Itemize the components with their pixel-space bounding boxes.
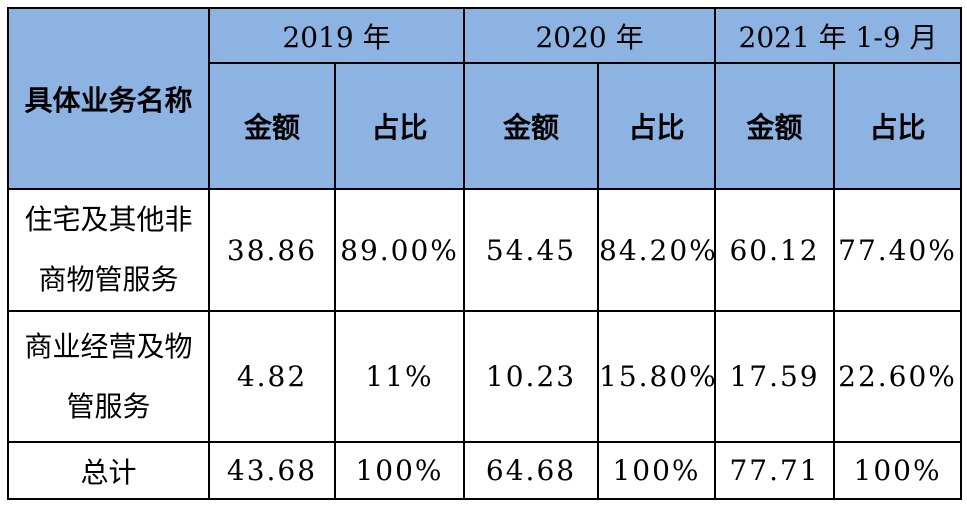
cell-total-2021-share: 100%: [833, 441, 963, 500]
row-label-commercial: 商业经营及物 管服务: [7, 310, 210, 443]
header-row-subcolumns: 金额 占比 金额 占比 金额 占比: [8, 62, 963, 190]
row-label-line: 总计: [80, 455, 137, 489]
year-header-2020: 2020 年: [463, 7, 717, 64]
cell-total-2019-amount: 43.68: [208, 441, 336, 500]
sub-header-share-2019: 占比: [333, 62, 466, 190]
sub-header-amount-2020: 金额: [463, 62, 600, 190]
cell-commercial-2019-share: 11%: [333, 310, 466, 443]
table-row-total: 总计 43.68 100% 64.68 100% 77.71 100%: [7, 441, 963, 500]
sub-header-share-2021: 占比: [833, 62, 963, 190]
sub-header-amount-2019: 金额: [208, 62, 336, 190]
cell-residential-2020-amount: 54.45: [463, 188, 600, 312]
cell-commercial-2020-share: 15.80%: [597, 310, 717, 443]
corner-header-cell: 具体业务名称: [7, 7, 210, 190]
header-row-years: 具体业务名称 2019 年 2020 年 2021 年 1-9 月: [7, 7, 963, 190]
cell-residential-2019-amount: 38.86: [208, 188, 336, 312]
cell-commercial-2020-amount: 10.23: [463, 310, 600, 443]
row-label-line: 商物管服务: [38, 263, 179, 296]
business-revenue-table: 具体业务名称 2019 年 2020 年 2021 年 1-9 月 金额 占比 …: [7, 7, 963, 500]
cell-commercial-2021-amount: 17.59: [714, 310, 836, 443]
row-label-line: 管服务: [66, 389, 151, 423]
sub-header-amount-2021: 金额: [714, 62, 836, 190]
table-row-residential: 住宅及其他非 商物管服务 38.86 89.00% 54.45 84.20% 6…: [7, 188, 963, 312]
cell-total-2021-amount: 77.71: [714, 441, 836, 500]
cell-residential-2021-amount: 60.12: [714, 188, 836, 312]
cell-commercial-2021-share: 22.60%: [833, 310, 963, 443]
row-label-residential: 住宅及其他非 商物管服务: [7, 188, 210, 312]
cell-residential-2021-share: 77.40%: [833, 188, 963, 312]
row-label-total: 总计: [7, 441, 210, 500]
year-header-2021: 2021 年 1-9 月: [714, 7, 963, 64]
table-row-commercial: 商业经营及物 管服务 4.82 11% 10.23 15.80% 17.59 2…: [7, 310, 963, 443]
cell-total-2020-share: 100%: [597, 441, 717, 500]
sub-header-share-2020: 占比: [597, 62, 717, 190]
cell-commercial-2019-amount: 4.82: [208, 310, 336, 443]
cell-total-2019-share: 100%: [333, 441, 466, 500]
cell-residential-2020-share: 84.20%: [597, 188, 717, 312]
year-header-2019: 2019 年: [207, 7, 466, 64]
cell-total-2020-amount: 64.68: [463, 441, 600, 500]
row-label-line: 商业经营及物: [24, 329, 193, 363]
row-label-line: 住宅及其他非: [24, 203, 193, 236]
cell-residential-2019-share: 89.00%: [333, 188, 466, 312]
